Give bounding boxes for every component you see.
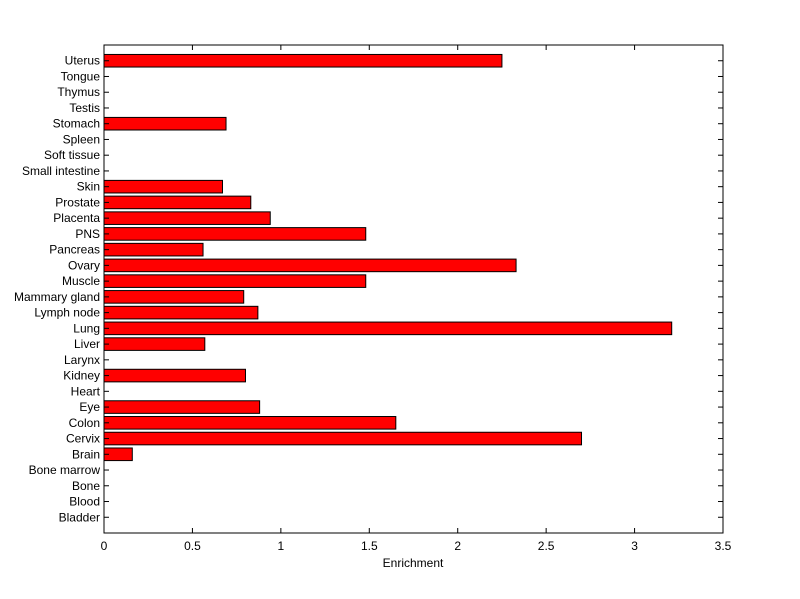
y-tick-label: Kidney: [63, 369, 100, 383]
x-axis-label: Enrichment: [383, 556, 444, 570]
x-tick-label: 0.5: [184, 539, 201, 553]
x-tick-label: 2.5: [538, 539, 555, 553]
y-tick-label: Brain: [72, 447, 100, 461]
y-tick-label: Cervix: [66, 432, 100, 446]
y-tick-label: PNS: [75, 227, 100, 241]
y-tick-label: Liver: [74, 337, 100, 351]
bar-liver: [103, 337, 206, 351]
y-tick-label: Spleen: [63, 132, 100, 146]
x-tick-label: 0: [101, 539, 108, 553]
bar-ovary: [103, 258, 517, 273]
plot-frame: [103, 44, 724, 534]
y-tick-label: Larynx: [64, 353, 100, 367]
y-tick-label: Testis: [69, 101, 100, 115]
bar-skin: [103, 179, 223, 194]
y-tick-label: Uterus: [65, 54, 100, 68]
y-tick-label: Thymus: [57, 85, 100, 99]
x-tick-label: 2: [454, 539, 461, 553]
bar-uterus: [103, 53, 503, 68]
bar-eye: [103, 400, 261, 414]
y-tick-label: Skin: [77, 180, 100, 194]
y-tick-label: Prostate: [55, 195, 100, 209]
ticks-group: [103, 45, 724, 533]
y-tick-label: Stomach: [53, 117, 100, 131]
y-tick-label: Colon: [69, 416, 100, 430]
bar-prostate: [103, 195, 252, 210]
y-tick-label: Heart: [71, 384, 101, 398]
x-tick-label: 1.5: [361, 539, 378, 553]
bar-mammary-gland: [103, 290, 245, 304]
y-tick-label: Bone marrow: [29, 463, 101, 477]
bar-cervix: [103, 431, 583, 446]
y-tick-label: Tongue: [61, 69, 101, 83]
bar-muscle: [103, 274, 367, 288]
bar-placenta: [103, 211, 271, 225]
y-tick-label: Bladder: [59, 510, 100, 524]
x-tick-label: 3.5: [715, 539, 732, 553]
bar-lung: [103, 321, 673, 336]
bar-pancreas: [103, 242, 204, 257]
y-tick-label: Mammary gland: [14, 290, 100, 304]
bar-stomach: [103, 116, 227, 131]
bar-pns: [103, 227, 367, 241]
y-tick-label: Blood: [69, 495, 100, 509]
bar-lymph-node: [103, 305, 259, 320]
y-tick-label: Pancreas: [49, 243, 100, 257]
y-tick-label: Ovary: [68, 258, 100, 272]
y-tick-label: Muscle: [62, 274, 100, 288]
y-tick-label: Lymph node: [34, 306, 100, 320]
y-tick-label: Soft tissue: [44, 148, 100, 162]
y-tick-label: Lung: [73, 321, 100, 335]
x-tick-label: 3: [631, 539, 638, 553]
bars-group: [103, 53, 673, 462]
x-tick-labels: 0 0.5 1 1.5 2 2.5 3 3.5: [101, 539, 732, 553]
x-tick-label: 1: [278, 539, 285, 553]
y-tick-label: Placenta: [53, 211, 100, 225]
bar-kidney: [103, 368, 246, 383]
y-tick-label: Bone: [72, 479, 100, 493]
y-tick-label: Small intestine: [22, 164, 100, 178]
bar-colon: [103, 416, 397, 430]
y-tick-label: Eye: [79, 400, 100, 414]
